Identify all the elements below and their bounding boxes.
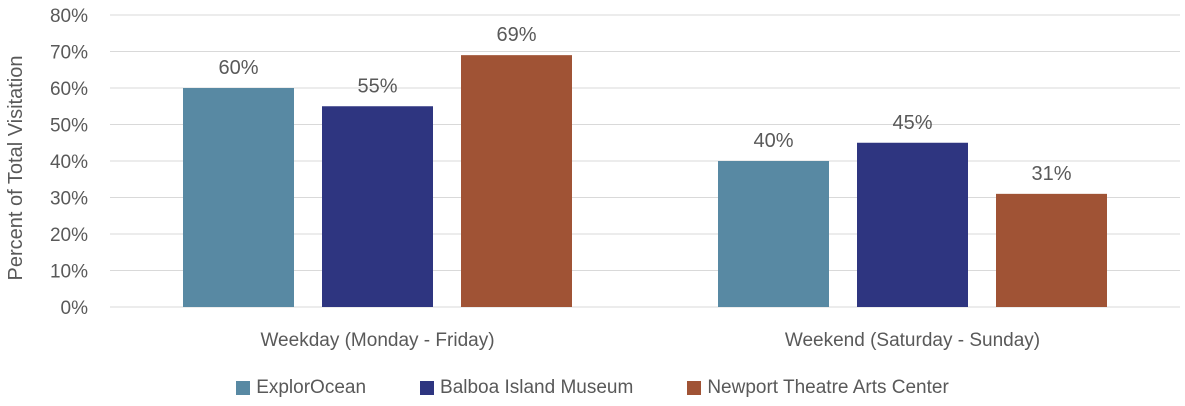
category-label: Weekday (Monday - Friday) bbox=[260, 330, 494, 351]
legend-swatch bbox=[420, 381, 435, 395]
bar-newport-theatre-arts-center-0 bbox=[461, 55, 572, 308]
legend-swatch bbox=[687, 381, 702, 395]
y-tick-label: 70% bbox=[50, 43, 88, 64]
bar-chart: 0% 10% 20% 30% 40% 50% 60% 70% 80% 60% 55% 69% 40% 4… bbox=[5, 6, 1180, 351]
legend-label: ExplorOcean bbox=[256, 377, 367, 398]
bar-explorocean-1 bbox=[718, 161, 829, 307]
legend-label: Balboa Island Museum bbox=[440, 377, 634, 398]
category-label: Weekend (Saturday - Sunday) bbox=[785, 330, 1040, 351]
category-labels: Weekday (Monday - Friday) Weekend (Saturd… bbox=[260, 330, 1040, 351]
y-axis-title: Percent of Total Visitation bbox=[5, 56, 27, 281]
data-label: 55% bbox=[357, 75, 397, 97]
y-tick-label: 80% bbox=[50, 6, 88, 27]
bar-newport-theatre-arts-center-1 bbox=[996, 193, 1107, 307]
y-tick-label: 10% bbox=[50, 262, 88, 283]
legend-item: ExplorOcean bbox=[236, 377, 366, 399]
bars bbox=[183, 55, 1107, 308]
legend-label: Newport Theatre Arts Center bbox=[707, 377, 949, 398]
data-label: 40% bbox=[753, 130, 793, 152]
data-label: 31% bbox=[1031, 163, 1071, 185]
legend: ExplorOcean Balboa Island Museum Newport T… bbox=[0, 373, 1185, 403]
bar-explorocean-0 bbox=[183, 88, 294, 307]
bar-balboa-island-museum-0 bbox=[322, 106, 433, 307]
legend-item: Newport Theatre Arts Center bbox=[687, 377, 949, 399]
y-tick-label: 40% bbox=[50, 152, 88, 173]
y-tick-label: 0% bbox=[61, 298, 89, 319]
y-axis-ticks: 0% 10% 20% 30% 40% 50% 60% 70% 80% bbox=[50, 6, 88, 319]
y-tick-label: 20% bbox=[50, 225, 88, 246]
y-tick-label: 50% bbox=[50, 116, 88, 137]
y-tick-label: 30% bbox=[50, 189, 88, 210]
data-label: 60% bbox=[218, 57, 258, 79]
data-label: 69% bbox=[496, 24, 536, 46]
legend-swatch bbox=[236, 381, 251, 395]
bar-balboa-island-museum-1 bbox=[857, 142, 968, 307]
data-labels: 60% 55% 69% 40% 45% 31% bbox=[218, 24, 1071, 185]
legend-item: Balboa Island Museum bbox=[420, 377, 633, 399]
y-tick-label: 60% bbox=[50, 79, 88, 100]
data-label: 45% bbox=[892, 112, 932, 134]
